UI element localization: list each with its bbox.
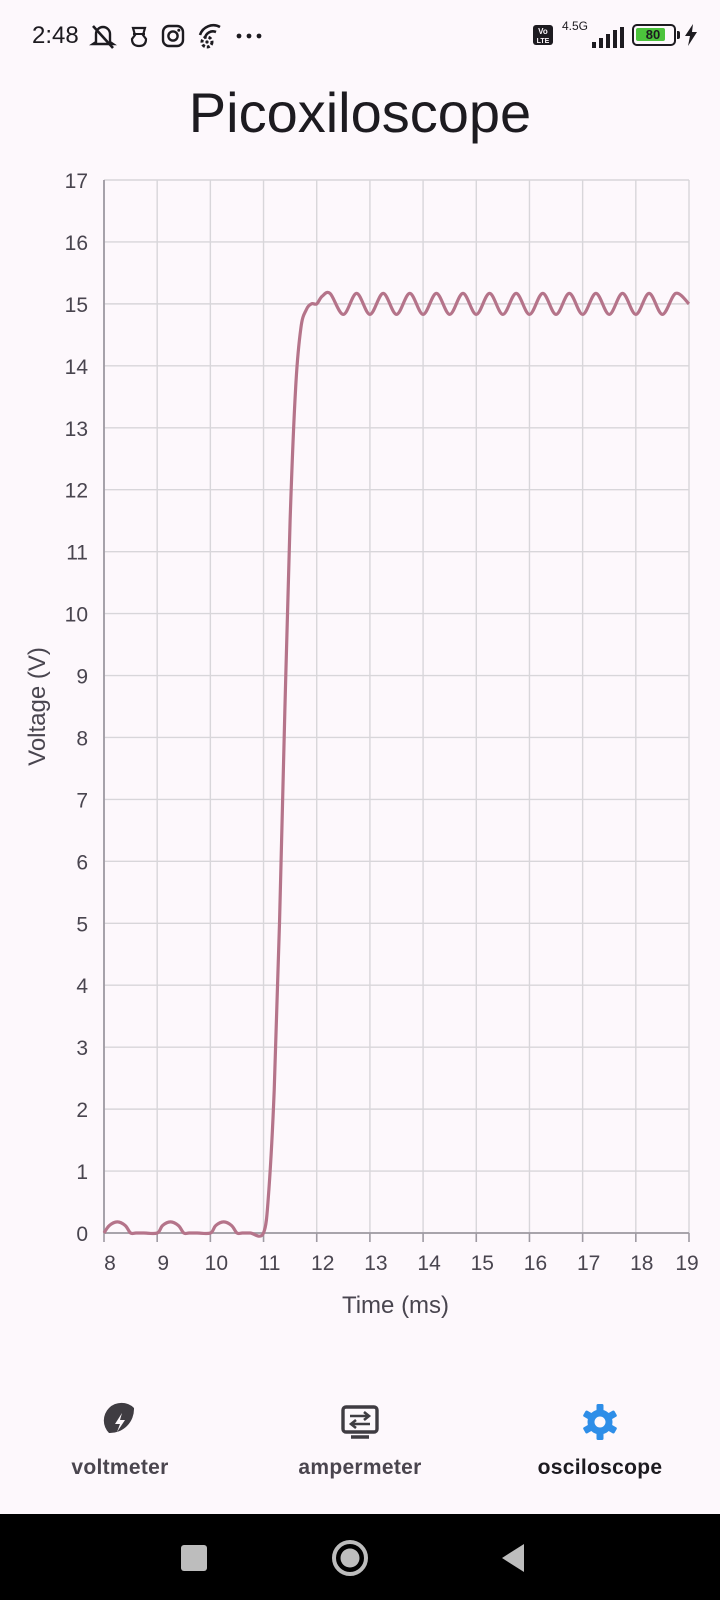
svg-text:LTE: LTE (537, 38, 550, 45)
volte-icon: Vo LTE (533, 25, 553, 45)
voltmeter-icon (103, 1402, 135, 1436)
x-tick-label: 13 (364, 1252, 387, 1275)
y-tick-label: 11 (66, 542, 88, 565)
app-title: Picoxiloscope (188, 81, 532, 144)
gear-icon (583, 1404, 617, 1440)
y-tick-label: 2 (76, 1099, 88, 1122)
status-right-icons: Vo LTE 4.5G 80 (532, 19, 698, 50)
y-tick-label: 4 (76, 975, 88, 998)
y-tick-label: 6 (76, 851, 88, 874)
network-indicator: 4.5G (562, 19, 624, 49)
back-button[interactable] (494, 1538, 534, 1578)
nav-item-voltmeter[interactable]: voltmeter (0, 1380, 240, 1514)
y-tick-label: 12 (65, 480, 88, 503)
chart-grid (103, 179, 690, 1234)
y-tick-label: 13 (65, 418, 88, 441)
x-tick-label: 18 (630, 1252, 653, 1275)
y-tick-label: 16 (65, 232, 88, 255)
y-tick-label: 14 (65, 356, 89, 379)
y-tick-label: 9 (76, 666, 88, 689)
ampermeter-icon (341, 1405, 379, 1439)
network-type: 4.5G (562, 19, 589, 33)
x-tick-label: 12 (311, 1252, 334, 1275)
nav-item-ampermeter[interactable]: ampermeter (240, 1380, 480, 1514)
more-dots-icon (236, 33, 262, 39)
battery-level: 80 (645, 27, 661, 42)
x-tick-label: 16 (524, 1252, 547, 1275)
nav-label-osciloscope: osciloscope (537, 1456, 663, 1479)
bottom-navigation: voltmeter ampermeter osciloscope (0, 1380, 720, 1514)
nav-item-osciloscope[interactable]: osciloscope (480, 1380, 720, 1514)
mute-icon (89, 25, 117, 49)
x-tick-label: 17 (577, 1252, 600, 1275)
x-axis-label: Time (ms) (342, 1292, 449, 1319)
y-tick-label: 3 (76, 1037, 88, 1060)
voltage-series-line (102, 290, 691, 1238)
y-tick-label: 8 (76, 727, 88, 750)
x-tick-label: 11 (259, 1252, 281, 1275)
y-tick-label: 17 (65, 170, 88, 193)
home-button[interactable] (330, 1538, 370, 1578)
svg-text:Vo: Vo (538, 27, 548, 36)
recent-apps-button[interactable] (174, 1538, 214, 1578)
nav-label-voltmeter: voltmeter (71, 1456, 169, 1479)
chart-series (102, 290, 691, 1238)
battery-icon: 80 (632, 24, 680, 46)
wifi-settings-icon (198, 24, 221, 49)
signal-icon (592, 27, 624, 48)
status-left-icons (88, 22, 264, 50)
x-axis-ticks: 8 9 10 11 12 13 14 15 16 17 18 19 (103, 1233, 699, 1275)
system-navigation-bar (0, 1514, 720, 1600)
x-tick-label: 14 (417, 1252, 441, 1275)
charging-icon (685, 24, 697, 46)
status-bar: 2:48 Vo LTE 4.5G (0, 0, 720, 72)
y-tick-label: 1 (76, 1161, 88, 1184)
y-tick-label: 5 (76, 913, 88, 936)
y-tick-label: 10 (65, 604, 88, 627)
bug-icon (130, 26, 148, 48)
y-tick-label: 15 (65, 294, 88, 317)
battery-fill (636, 28, 665, 41)
x-tick-label: 15 (471, 1252, 494, 1275)
y-tick-label: 7 (76, 789, 88, 812)
x-tick-label: 8 (104, 1252, 116, 1275)
y-axis-label: Voltage (V) (24, 647, 51, 766)
x-tick-label: 9 (157, 1252, 169, 1275)
instagram-icon (161, 24, 185, 48)
y-tick-label: 0 (76, 1223, 88, 1246)
nav-label-ampermeter: ampermeter (298, 1456, 422, 1479)
x-tick-label: 10 (205, 1252, 228, 1275)
status-time: 2:48 (32, 22, 79, 49)
x-tick-label: 19 (675, 1252, 698, 1275)
